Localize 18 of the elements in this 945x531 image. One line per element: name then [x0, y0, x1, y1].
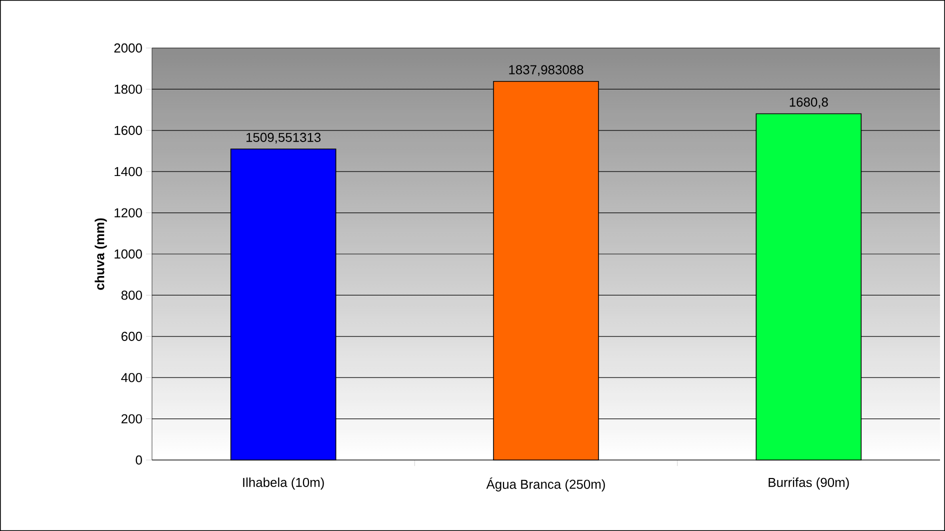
x-tick-label: Burrifas (90m)	[768, 478, 849, 490]
y-tick-label: 1200	[114, 208, 142, 218]
y-tick-label: 1800	[114, 84, 142, 94]
y-tick-label: 1000	[114, 249, 142, 259]
data-label: 1680,8	[790, 98, 828, 108]
y-tick-label: 0	[136, 455, 142, 465]
y-tick-label: 800	[121, 290, 142, 300]
y-tick-label: 1600	[114, 126, 142, 135]
y-tick-label: 1400	[114, 167, 142, 176]
y-tick-label: 200	[122, 414, 142, 424]
data-label: 1509,551313	[246, 132, 321, 144]
x-tick-label: Água Branca (250m)	[486, 478, 605, 492]
y-tick-label: 600	[122, 332, 142, 341]
data-label: 1837,983088	[509, 65, 584, 76]
y-axis-title: chuva (mm)	[94, 218, 107, 290]
y-tick-label: 400	[121, 373, 142, 382]
x-tick-label: Ilhabela (10m)	[243, 478, 324, 490]
y-tick-label: 2000	[114, 43, 142, 53]
